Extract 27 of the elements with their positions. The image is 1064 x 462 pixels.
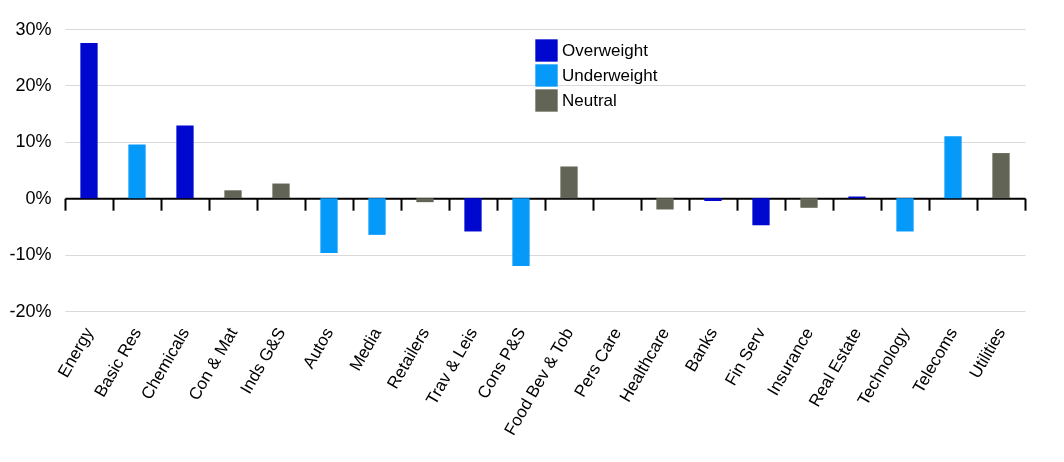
- bar: [128, 144, 146, 199]
- bar: [176, 125, 194, 199]
- bar: [368, 198, 386, 235]
- bar: [416, 198, 434, 203]
- bar: [512, 198, 530, 266]
- y-tick-label: 30%: [15, 18, 52, 39]
- legend-label: Neutral: [562, 90, 617, 110]
- bar: [800, 198, 818, 208]
- bar: [320, 198, 338, 253]
- y-tick-label: -10%: [9, 244, 52, 265]
- y-tick-label: 0%: [25, 187, 52, 208]
- bar: [656, 198, 674, 210]
- bar: [224, 190, 242, 199]
- y-tick-label: 20%: [15, 74, 52, 95]
- bar: [560, 166, 578, 199]
- y-tick-label: -20%: [9, 300, 52, 321]
- y-tick-label: 10%: [15, 131, 52, 152]
- legend-label: Overweight: [562, 40, 649, 60]
- bar: [704, 198, 722, 202]
- bar: [272, 183, 290, 199]
- bar: [464, 198, 482, 232]
- bar: [992, 153, 1010, 199]
- bar: [80, 43, 98, 199]
- bar: [944, 136, 962, 199]
- bar: [896, 198, 914, 232]
- bar: [752, 198, 770, 226]
- legend-label: Underweight: [562, 65, 658, 85]
